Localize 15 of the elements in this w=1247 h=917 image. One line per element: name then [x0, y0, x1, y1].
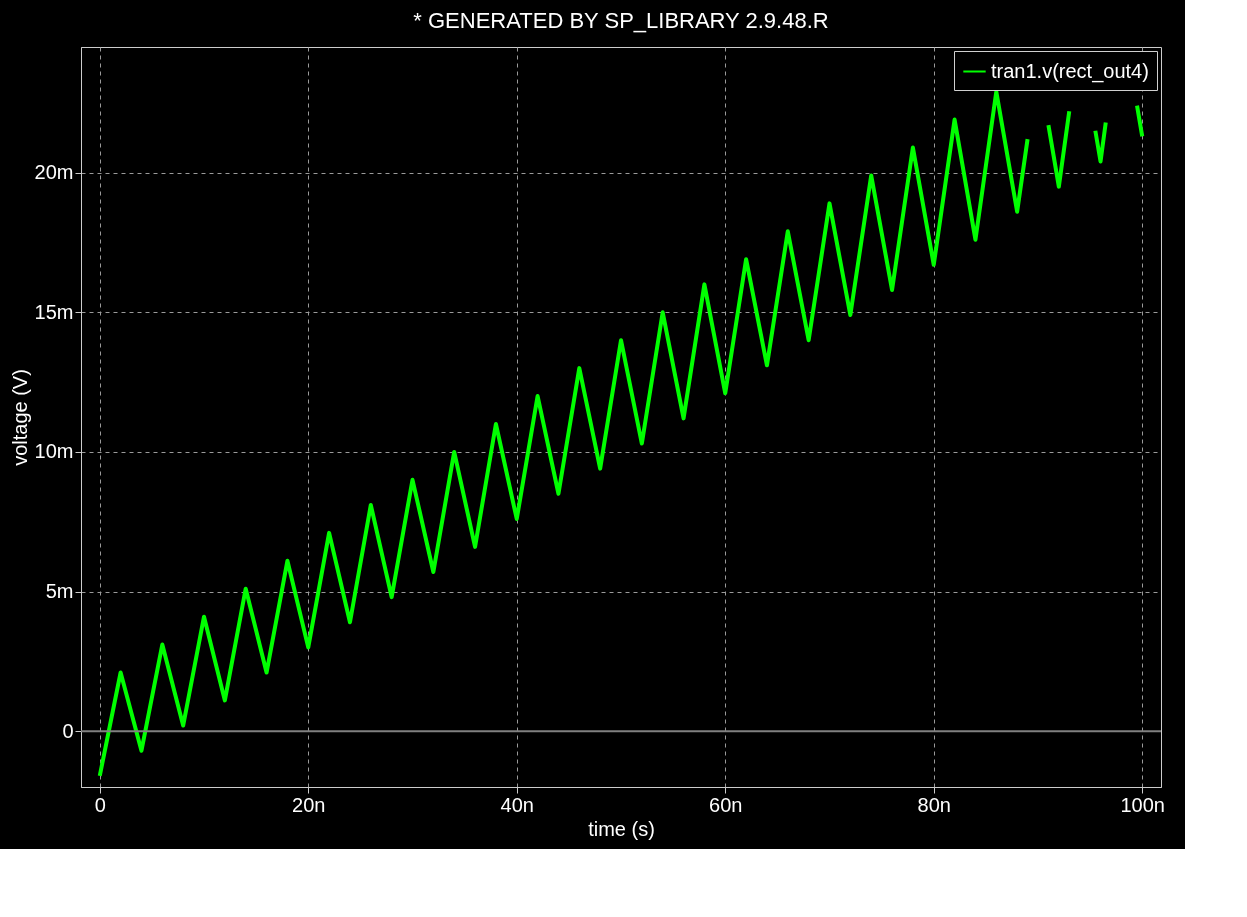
y-tick-label: 5m — [45, 580, 74, 603]
x-tick-label: 100n — [1120, 793, 1165, 816]
x-tick-label: 20n — [292, 793, 326, 816]
x-tick-label: 80n — [917, 793, 951, 816]
x-axis-title: time (s) — [588, 817, 655, 840]
y-tick-label: 10m — [34, 440, 74, 463]
chart-title: * GENERATED BY SP_LIBRARY 2.9.48.R — [413, 8, 829, 33]
y-tick-label: 20m — [34, 161, 74, 184]
y-axis-title: voltage (V) — [8, 369, 31, 466]
legend-label: tran1.v(rect_out4) — [991, 59, 1149, 83]
x-tick-label: 40n — [500, 793, 534, 816]
x-tick-label: 60n — [709, 793, 743, 816]
y-tick-label: 15m — [34, 300, 74, 323]
x-tick-label: 0 — [94, 793, 106, 816]
y-tick-label: 0 — [62, 719, 74, 742]
